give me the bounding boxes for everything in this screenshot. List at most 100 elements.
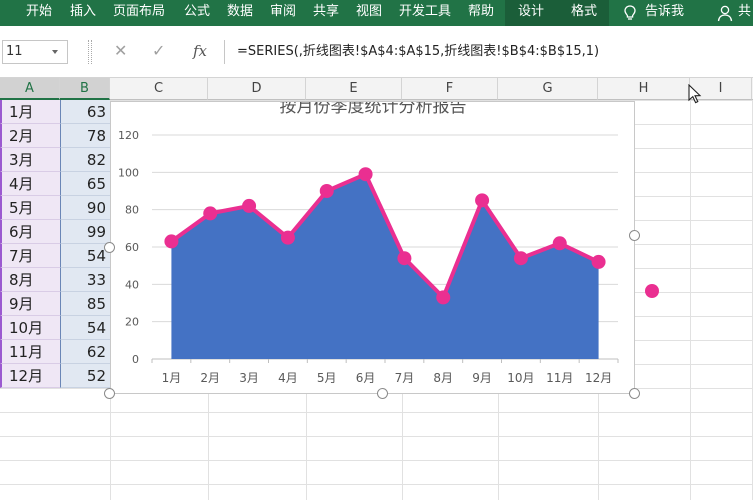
cell-value[interactable]: 85 xyxy=(60,292,110,316)
data-point-marker xyxy=(203,206,218,221)
row-gridline xyxy=(0,412,753,413)
tab-design[interactable]: 设计 xyxy=(518,4,545,19)
data-point-marker xyxy=(591,254,606,269)
row-gridline xyxy=(0,460,753,461)
cell-value[interactable]: 52 xyxy=(60,364,110,388)
data-point-marker xyxy=(436,290,451,305)
resize-handle[interactable] xyxy=(104,388,115,399)
tab-review[interactable]: 审阅 xyxy=(270,4,297,19)
column-gridline xyxy=(690,100,691,500)
tab-developer[interactable]: 开发工具 xyxy=(399,4,452,19)
resize-handle[interactable] xyxy=(629,388,640,399)
column-header-e[interactable]: E xyxy=(306,78,402,100)
column-header-h[interactable]: H xyxy=(598,78,690,100)
data-point-marker xyxy=(164,234,179,249)
data-point-marker xyxy=(280,230,295,245)
column-header-a[interactable]: A xyxy=(0,78,60,100)
worksheet-grid[interactable]: ABCDEFGHIJ 1月632月783月824月655月906月997月548… xyxy=(0,78,753,500)
tab-help[interactable]: 帮助 xyxy=(468,4,495,19)
x-tick-label: 3月 xyxy=(239,371,259,385)
cell-month[interactable]: 2月 xyxy=(0,124,60,148)
x-tick-label: 1月 xyxy=(162,371,182,385)
formula-bar-separator xyxy=(88,40,92,64)
y-tick-label: 40 xyxy=(125,278,139,291)
cell-month[interactable]: 4月 xyxy=(0,172,60,196)
tab-data[interactable]: 数据 xyxy=(227,4,254,19)
cell-month[interactable]: 11月 xyxy=(0,340,60,364)
user-icon[interactable] xyxy=(716,4,734,22)
cell-value[interactable]: 54 xyxy=(60,244,110,268)
insert-function-button[interactable]: fx xyxy=(193,42,208,60)
cancel-icon[interactable]: ✕ xyxy=(114,41,128,60)
tab-home[interactable]: 开始 xyxy=(26,4,53,19)
row-gridline xyxy=(0,436,753,437)
cell-value[interactable]: 82 xyxy=(60,148,110,172)
data-point-marker xyxy=(358,167,373,182)
cell-month[interactable]: 1月 xyxy=(0,100,60,124)
x-tick-label: 11月 xyxy=(546,371,573,385)
y-tick-label: 120 xyxy=(118,129,139,142)
share-user-label[interactable]: 共 xyxy=(738,4,752,19)
cell-value[interactable]: 99 xyxy=(60,220,110,244)
column-header-c[interactable]: C xyxy=(110,78,208,100)
cell-value[interactable]: 63 xyxy=(60,100,110,124)
name-box-dropdown-icon[interactable] xyxy=(52,50,58,54)
data-point-marker xyxy=(552,236,567,251)
area-fill xyxy=(171,174,599,359)
resize-handle[interactable] xyxy=(104,241,115,253)
tab-insert[interactable]: 插入 xyxy=(70,4,97,19)
x-tick-label: 6月 xyxy=(356,371,376,385)
formula-bar: 11 ✕ ✓ fx =SERIES(,折线图表!$A$4:$A$15,折线图表!… xyxy=(0,26,753,78)
lightbulb-icon[interactable] xyxy=(621,4,639,22)
resize-handle[interactable] xyxy=(629,230,640,241)
tab-view[interactable]: 视图 xyxy=(356,4,383,19)
column-header-b[interactable]: B xyxy=(60,78,110,100)
column-header-f[interactable]: F xyxy=(402,78,498,100)
drag-marker-dot xyxy=(645,284,659,298)
chart-title: 按月份季度统计分析报告 xyxy=(280,102,467,117)
tab-formulas[interactable]: 公式 xyxy=(184,4,211,19)
cell-value[interactable]: 78 xyxy=(60,124,110,148)
data-point-marker xyxy=(397,251,412,266)
x-tick-label: 7月 xyxy=(395,371,415,385)
x-tick-label: 8月 xyxy=(433,371,453,385)
data-point-marker xyxy=(475,193,490,208)
formula-input[interactable]: =SERIES(,折线图表!$A$4:$A$15,折线图表!$B$4:$B$15… xyxy=(224,40,753,64)
cell-value[interactable]: 90 xyxy=(60,196,110,220)
x-tick-label: 5月 xyxy=(317,371,337,385)
tab-share[interactable]: 共享 xyxy=(313,4,340,19)
resize-handle[interactable] xyxy=(376,388,388,399)
column-header-i[interactable]: I xyxy=(690,78,752,100)
area-chart[interactable]: 按月份季度统计分析报告 0 20 40 60 80 100 120 1月 2月 3月 4月 5月 6月 7月… xyxy=(110,101,635,394)
row-gridline xyxy=(0,100,753,101)
cell-month[interactable]: 6月 xyxy=(0,220,60,244)
x-tick-label: 2月 xyxy=(200,371,220,385)
cell-month[interactable]: 7月 xyxy=(0,244,60,268)
row-gridline xyxy=(0,484,753,485)
cell-month[interactable]: 3月 xyxy=(0,148,60,172)
y-tick-label: 0 xyxy=(132,353,139,366)
chart-canvas: 按月份季度统计分析报告 0 20 40 60 80 100 120 1月 2月 3月 4月 5月 6月 7月… xyxy=(118,102,619,385)
cell-value[interactable]: 33 xyxy=(60,268,110,292)
cell-month[interactable]: 8月 xyxy=(0,268,60,292)
cell-value[interactable]: 65 xyxy=(60,172,110,196)
tell-me-search[interactable]: 告诉我 xyxy=(645,4,685,19)
cell-month[interactable]: 9月 xyxy=(0,292,60,316)
cell-value[interactable]: 54 xyxy=(60,316,110,340)
y-tick-label: 20 xyxy=(125,316,139,329)
cell-month[interactable]: 5月 xyxy=(0,196,60,220)
name-box-value: 11 xyxy=(6,44,23,59)
enter-icon[interactable]: ✓ xyxy=(152,41,166,60)
cell-value[interactable]: 62 xyxy=(60,340,110,364)
cell-month[interactable]: 10月 xyxy=(0,316,60,340)
name-box[interactable]: 11 xyxy=(2,40,68,64)
mouse-cursor-icon xyxy=(688,84,702,104)
column-header-g[interactable]: G xyxy=(498,78,598,100)
column-header-d[interactable]: D xyxy=(208,78,306,100)
tab-page-layout[interactable]: 页面布局 xyxy=(113,4,166,19)
data-point-marker xyxy=(242,198,257,213)
x-tick-label: 9月 xyxy=(472,371,492,385)
y-tick-label: 100 xyxy=(118,166,139,179)
tab-format[interactable]: 格式 xyxy=(571,4,598,19)
cell-month[interactable]: 12月 xyxy=(0,364,60,388)
